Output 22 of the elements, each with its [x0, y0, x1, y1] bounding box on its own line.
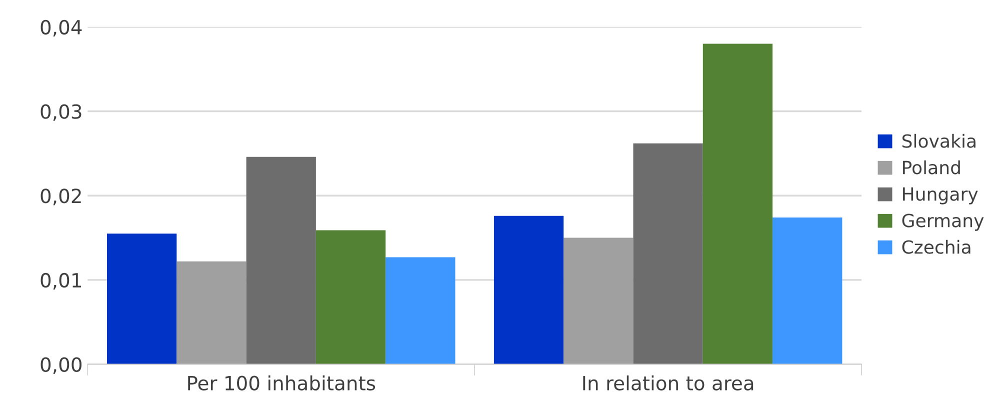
- bar: [176, 261, 246, 364]
- y-tick-label: 0,00: [40, 357, 82, 374]
- legend-label: Germany: [902, 214, 984, 231]
- y-tick-label: 0,01: [40, 272, 81, 290]
- x-tick-label: In relation to area: [583, 375, 754, 390]
- bar: [772, 218, 842, 364]
- bar: [106, 234, 177, 364]
- bar: [246, 156, 316, 364]
- bar: [316, 230, 386, 364]
- bar: [633, 143, 703, 364]
- y-tick-label: 0,02: [40, 188, 81, 206]
- y-tick-label: 0,03: [40, 104, 82, 121]
- bar: [386, 257, 456, 364]
- y-tick-label: 0,04: [40, 20, 82, 37]
- bar: [564, 238, 634, 364]
- legend-label: Poland: [903, 160, 960, 174]
- legend-label: Czechia: [902, 240, 970, 254]
- x-tick-label: Per 100 inhabitants: [188, 375, 376, 390]
- bar: [494, 216, 564, 364]
- legend-label: Slovakia: [902, 134, 976, 148]
- legend-label: Hungary: [903, 187, 978, 204]
- bar: [702, 44, 773, 364]
